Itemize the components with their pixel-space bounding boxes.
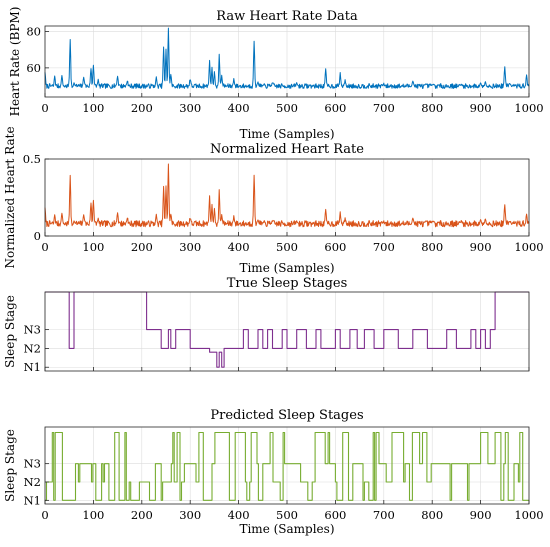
x-tick-label: 200	[131, 508, 153, 522]
series-line	[44, 163, 530, 228]
x-tick-label: 0	[41, 508, 48, 522]
x-tick-label: 800	[421, 101, 443, 115]
x-tick-label: 800	[421, 240, 443, 254]
chart-title: Predicted Sleep Stages	[210, 408, 363, 423]
y-tick-label: N2	[24, 475, 41, 489]
chart-panel-2: 0 100 200 300 400 500 600 700 800 900 1000 0 0.5 Norm…	[3, 126, 544, 275]
x-tick-label: 0	[41, 240, 48, 254]
x-tick-label: 900	[470, 508, 492, 522]
x-tick-label: 100	[82, 101, 104, 115]
x-tick-label: 500	[276, 508, 298, 522]
x-tick-label: 300	[179, 101, 201, 115]
x-tick-label: 1000	[514, 240, 543, 254]
y-axis-label: Sleep Stage	[3, 295, 17, 368]
x-tick-label: 400	[228, 240, 250, 254]
x-tick-label: 0	[41, 101, 48, 115]
x-tick-label: 100	[82, 508, 104, 522]
x-tick-label: 300	[179, 508, 201, 522]
series-line	[45, 431, 530, 501]
x-axis-label: Time (Samples)	[239, 522, 334, 536]
x-tick-label: 300	[179, 240, 201, 254]
x-tick-label: 1000	[514, 101, 543, 115]
y-tick-label: N2	[24, 341, 41, 355]
y-tick-label: N3	[24, 457, 41, 471]
y-tick-label: 0	[34, 229, 41, 243]
y-tick-label: 60	[26, 61, 41, 75]
y-axis-label: Heart Rate (BPM)	[8, 7, 22, 117]
series-line	[44, 27, 530, 89]
x-axis-label: Time (Samples)	[239, 261, 334, 275]
y-tick-label: N3	[24, 323, 41, 337]
y-tick-label: N1	[24, 360, 41, 374]
chart-title: True Sleep Stages	[227, 276, 348, 291]
x-tick-label: 100	[82, 240, 104, 254]
x-tick-label: 500	[276, 240, 298, 254]
x-tick-label: 400	[228, 101, 250, 115]
chart-title: Raw Heart Rate Data	[216, 9, 358, 24]
y-tick-label: N1	[24, 493, 41, 507]
y-axis-label: Normalized Heart Rate	[3, 126, 17, 268]
x-tick-label: 900	[470, 101, 492, 115]
x-tick-label: 700	[373, 508, 395, 522]
y-axis-label: Sleep Stage	[3, 429, 17, 502]
x-tick-label: 900	[470, 240, 492, 254]
x-tick-label: 700	[373, 240, 395, 254]
x-tick-label: 200	[131, 240, 153, 254]
chart-panel-4: 0 100 200 300 400 500 600 700 800 900 1000 N1 N2 N3 Pr…	[3, 408, 544, 536]
x-tick-label: 700	[373, 101, 395, 115]
x-tick-label: 600	[324, 101, 346, 115]
y-tick-label: 0.5	[23, 152, 41, 166]
chart-title: Normalized Heart Rate	[210, 142, 364, 157]
y-tick-label: 80	[26, 24, 41, 38]
series-line	[45, 291, 529, 368]
x-tick-label: 800	[421, 508, 443, 522]
x-tick-label: 500	[276, 101, 298, 115]
x-tick-label: 600	[324, 240, 346, 254]
x-axis-label: Time (Samples)	[239, 127, 334, 141]
x-tick-label: 1000	[514, 508, 543, 522]
x-tick-label: 400	[228, 508, 250, 522]
x-tick-label: 600	[324, 508, 346, 522]
chart-panel-1: 0 100 200 300 400 500 600 700 800 900 1000 60 80 Raw …	[8, 7, 544, 141]
chart-panel-3: N1 N2 N3 True Sleep Stages Sleep Stage	[3, 276, 530, 374]
x-tick-label: 200	[131, 101, 153, 115]
